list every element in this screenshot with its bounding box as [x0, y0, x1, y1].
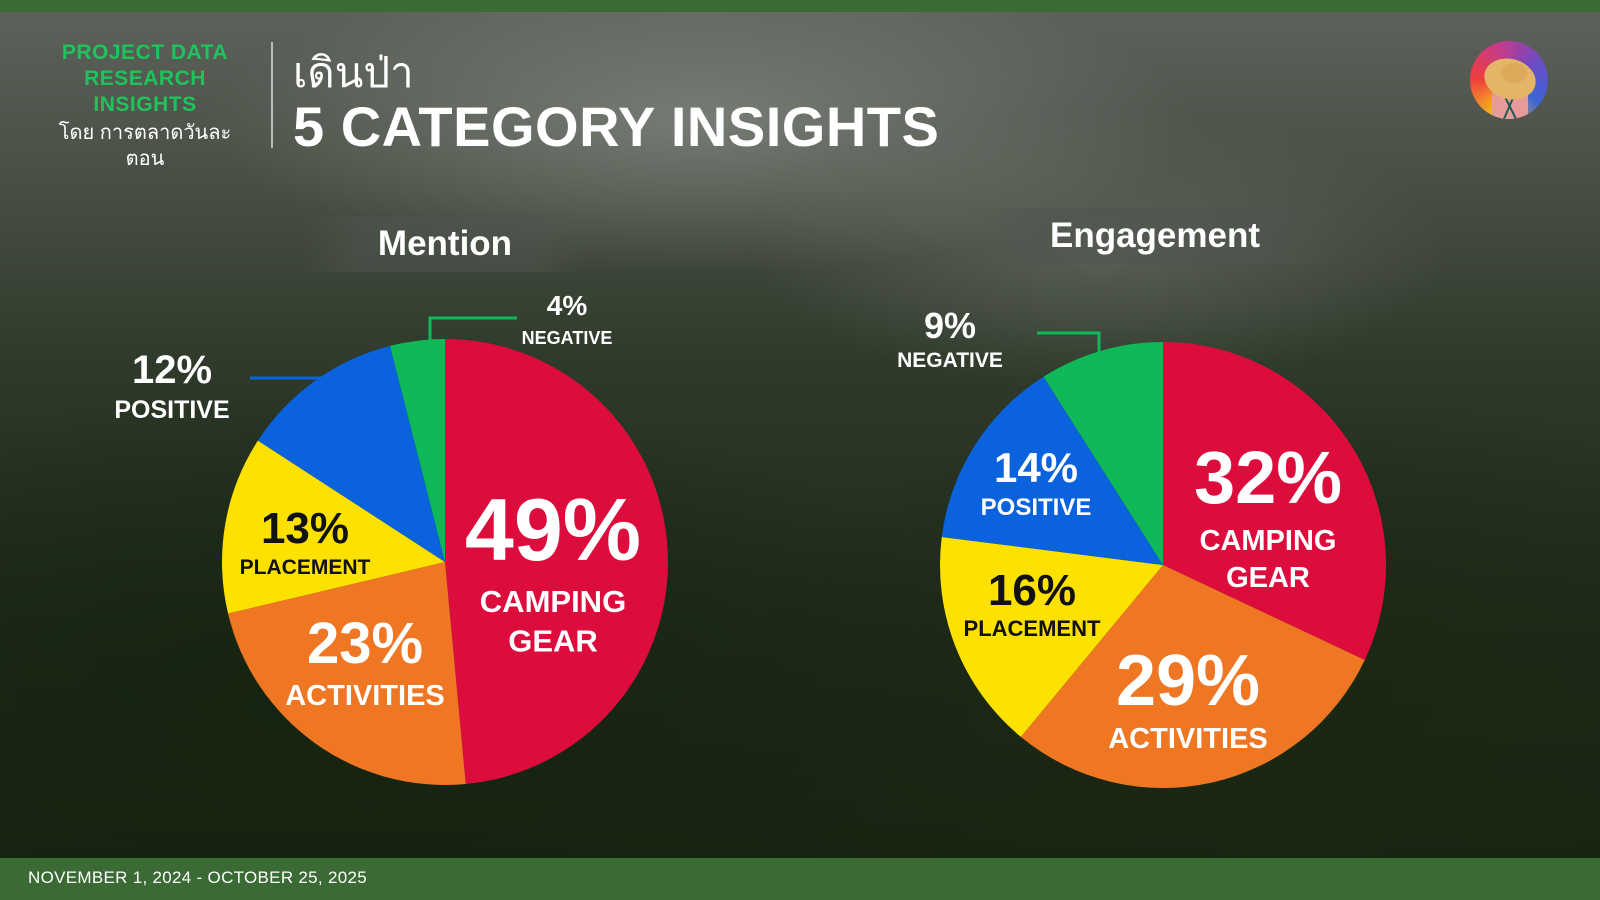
pie-chart-mention: 49%CAMPING GEAR 23% ACTIVITIES 13% PLACEMENT 1…	[114, 290, 669, 785]
mention-chart-title: Mention	[300, 216, 590, 272]
header-divider	[271, 42, 273, 148]
footer-date-range: NOVEMBER 1, 2024 - OCTOBER 25, 2025	[0, 858, 1600, 900]
data-label-category: POSITIVE	[981, 494, 1092, 521]
data-label-category: CAMPING GEAR	[480, 584, 626, 659]
hat-person-icon	[1484, 58, 1536, 119]
pie-slice-camping-gear	[445, 339, 669, 785]
data-label-category: POSITIVE	[114, 396, 229, 424]
brand-line: PROJECT DATA	[61, 41, 229, 64]
page-subtitle-thai: เดินป่า	[293, 49, 414, 96]
data-label-percent: 12%	[132, 348, 212, 392]
pie-slice-placement	[222, 440, 445, 614]
data-label-percent: 16%	[988, 566, 1076, 615]
pie-slice-positive	[941, 376, 1163, 565]
engagement-chart-title: Engagement	[970, 208, 1340, 264]
data-label-category: NEGATIVE	[897, 349, 1003, 372]
data-label-percent: 14%	[994, 444, 1078, 491]
brand-by: โดย การตลาดวันละตอน	[58, 122, 232, 170]
pie-slice-placement	[940, 537, 1163, 737]
data-label-percent: 32%	[1194, 436, 1342, 519]
data-label-percent: 4%	[547, 290, 588, 321]
pie-slice-negative	[1043, 342, 1163, 565]
data-label-category: PLACEMENT	[964, 616, 1101, 641]
data-label-category: ACTIVITIES	[1108, 723, 1268, 755]
data-label-category: NEGATIVE	[522, 328, 613, 348]
top-bar	[0, 0, 1600, 12]
brand-block: PROJECT DATA RESEARCH INSIGHTS โดย การตล…	[40, 40, 250, 172]
data-label-category: ACTIVITIES	[285, 680, 445, 712]
data-label-percent: 49%	[465, 480, 641, 579]
data-label-percent: 23%	[307, 611, 423, 676]
pie-slice-activities	[1020, 565, 1365, 789]
pie-slice-positive	[257, 345, 445, 562]
avatar	[1470, 41, 1548, 119]
leader-line	[428, 316, 517, 340]
leader-line	[1037, 331, 1101, 355]
pie-slice-negative	[390, 339, 445, 562]
data-label-category: PLACEMENT	[240, 556, 371, 579]
data-label-percent: 13%	[261, 504, 349, 553]
data-label-percent: 29%	[1116, 641, 1260, 721]
page-title: 5 CATEGORY INSIGHTS	[293, 95, 940, 158]
brand-line: INSIGHTS	[93, 93, 197, 116]
brand-line: RESEARCH	[84, 67, 206, 90]
data-label-percent: 9%	[924, 305, 976, 346]
pie-slice-activities	[228, 562, 466, 785]
pie-chart-engagement: 32%CAMPING GEAR 29%ACTIVITIES 16%PLACEMENT 1…	[897, 305, 1387, 789]
pie-slice-camping-gear	[1163, 342, 1387, 660]
data-label-category: CAMPING GEAR	[1200, 525, 1337, 594]
